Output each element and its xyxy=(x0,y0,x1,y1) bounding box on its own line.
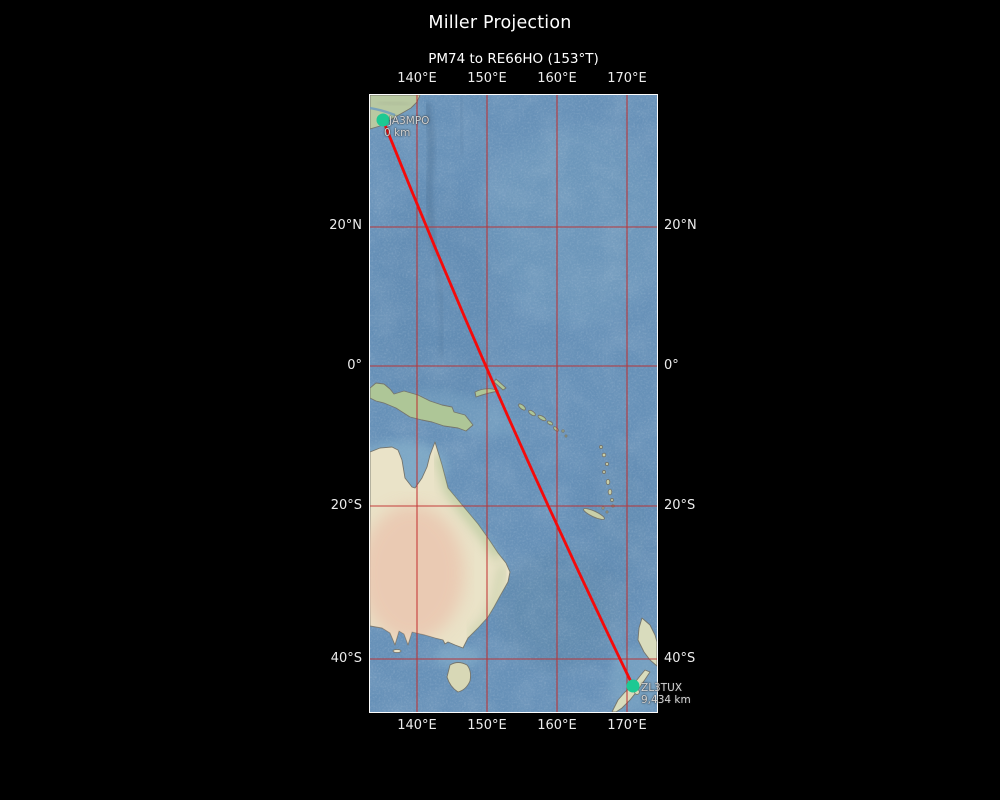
tick-left-40s: 40°S xyxy=(330,651,362,666)
start-callsign-label: JA3MPO xyxy=(389,115,430,127)
tick-bottom-160e: 160°E xyxy=(537,718,577,733)
tick-bottom-150e: 150°E xyxy=(467,718,507,733)
map-canvas xyxy=(352,94,670,713)
tick-right-0: 0° xyxy=(664,358,679,373)
tick-right-20n: 20°N xyxy=(664,218,697,233)
tick-right-40s: 40°S xyxy=(664,651,696,666)
ocean-trench xyxy=(424,96,465,358)
tick-left-20n: 20°N xyxy=(329,218,362,233)
end-callsign-label: ZL3TUX xyxy=(641,682,683,694)
tick-right-20s: 20°S xyxy=(664,498,696,513)
tick-left-20s: 20°S xyxy=(330,498,362,513)
graticule xyxy=(370,95,657,712)
start-distance-label: 0 km xyxy=(384,127,411,139)
tick-top-170e: 170°E xyxy=(607,71,647,86)
land-vanuatu-newcaledonia xyxy=(583,445,615,520)
tick-left-0: 0° xyxy=(347,358,362,373)
great-circle-path xyxy=(381,118,635,688)
tick-bottom-170e: 170°E xyxy=(607,718,647,733)
end-distance-label: 9,434 km xyxy=(641,694,691,706)
end-marker xyxy=(626,679,640,693)
miller-projection-map xyxy=(352,94,670,713)
start-marker xyxy=(376,113,390,127)
land-tasmania xyxy=(446,662,472,693)
map-subtitle: PM74 to RE66HO (153°T) xyxy=(428,51,599,67)
page-title: Miller Projection xyxy=(428,13,572,33)
tick-top-140e: 140°E xyxy=(397,71,437,86)
tick-bottom-140e: 140°E xyxy=(397,718,437,733)
tick-top-150e: 150°E xyxy=(467,71,507,86)
tick-top-160e: 160°E xyxy=(537,71,577,86)
land-new-guinea xyxy=(369,378,568,438)
